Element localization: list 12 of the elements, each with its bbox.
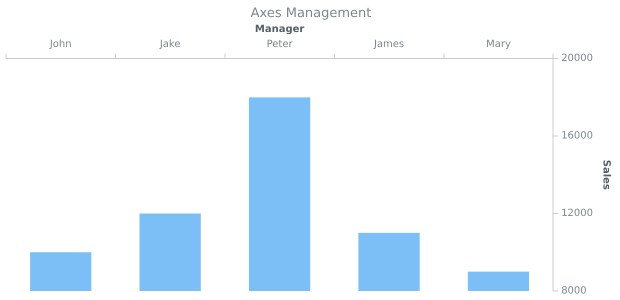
x-tick-label: Mary	[486, 39, 511, 50]
x-tick-label: Jake	[158, 39, 180, 50]
x-tick-label: John	[48, 39, 72, 50]
chart-title: Axes Management	[250, 6, 372, 22]
y-tick-label: 20000	[561, 53, 593, 64]
x-tick-label: James	[372, 39, 404, 50]
y-axis-title: Sales	[600, 160, 612, 190]
x-tick-label: Peter	[266, 39, 294, 50]
y-tick-label: 8000	[561, 286, 587, 297]
y-tick-label: 12000	[561, 208, 593, 220]
x-axis-title: Manager	[254, 24, 304, 36]
y-tick-label: 16000	[561, 130, 593, 142]
